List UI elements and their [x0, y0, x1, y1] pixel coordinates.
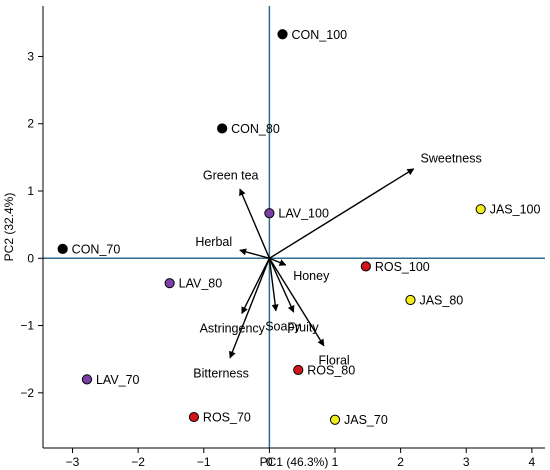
point-jas_70	[329, 414, 341, 425]
point-con_80	[217, 123, 228, 134]
x-tick-label: 2	[397, 455, 404, 469]
point-label: CON_100	[292, 28, 348, 42]
vector-arrow-bitterness	[229, 258, 271, 359]
point-ros_70	[188, 411, 200, 423]
vector-arrow-green-tea	[239, 188, 271, 259]
vector-arrow-herbal	[239, 248, 270, 259]
point-label: CON_70	[72, 242, 121, 256]
vector-label: Astringency	[200, 322, 266, 336]
point-lav_70	[81, 374, 93, 385]
x-tick-label: 0	[266, 455, 273, 469]
point-lav_100	[264, 208, 275, 219]
vector-arrow-honey	[269, 257, 287, 266]
vector-arrow-soapy	[268, 258, 279, 312]
point-jas_100	[475, 204, 486, 215]
vector-label: Sweetness	[421, 152, 482, 166]
point-lav_80	[164, 278, 175, 289]
score-points: CON_100 CON_80 CON_70 LAV_100 LAV_80 LAV_70 RO…	[57, 28, 541, 427]
vector-label: Fruity	[287, 320, 319, 334]
vector-arrow-floral	[268, 257, 325, 347]
vector-arrow-fruity	[268, 257, 295, 313]
vector-label: Herbal	[195, 235, 232, 249]
x-tick-label: −2	[131, 455, 145, 469]
axes: −3 −2 −1 0 1 2 3 4 −2 −1 0 1 2 3	[20, 6, 545, 469]
x-axis-title: PC1 (46.3%)	[260, 455, 329, 469]
x-tick-label: 4	[529, 455, 536, 469]
vector-label: Bitterness	[193, 366, 249, 380]
y-tick-label: 3	[27, 49, 34, 63]
y-tick-label: 0	[27, 251, 34, 265]
y-tick-label: 2	[27, 117, 34, 131]
y-axis-title: PC2 (32.4%)	[2, 193, 16, 262]
point-label: LAV_100	[278, 207, 329, 221]
point-label: LAV_80	[179, 277, 223, 291]
vector-arrow-astringency	[241, 257, 271, 315]
point-label: LAV_70	[96, 373, 140, 387]
vector-label: Soapy	[265, 320, 301, 334]
point-label: JAS_100	[490, 203, 541, 217]
vector-label: Honey	[293, 269, 330, 283]
y-tick-label: −1	[20, 319, 34, 333]
vector-label: Green tea	[203, 169, 259, 183]
point-label: CON_80	[231, 122, 280, 136]
point-label: ROS_80	[307, 363, 355, 377]
point-label: ROS_100	[375, 260, 430, 274]
vector-label: Floral	[318, 354, 349, 368]
point-jas_80	[405, 294, 416, 306]
x-tick-label: −3	[66, 455, 80, 469]
point-label: ROS_70	[203, 411, 251, 425]
vector-arrow-sweetness	[269, 168, 415, 259]
y-tick-label: −2	[20, 386, 34, 400]
x-tick-label: −1	[197, 455, 211, 469]
loading-vectors: Sweetness Green tea Herbal Honey Astringency…	[193, 152, 481, 381]
point-ros_100	[360, 261, 371, 272]
x-tick-label: 3	[463, 455, 470, 469]
point-label: JAS_80	[419, 293, 463, 307]
point-con_100	[277, 29, 288, 40]
point-label: JAS_70	[344, 413, 388, 427]
y-tick-label: 1	[27, 184, 34, 198]
point-con_70	[57, 243, 68, 254]
reference-lines	[43, 6, 545, 448]
x-tick-label: 1	[332, 455, 339, 469]
point-ros_80	[293, 364, 304, 376]
